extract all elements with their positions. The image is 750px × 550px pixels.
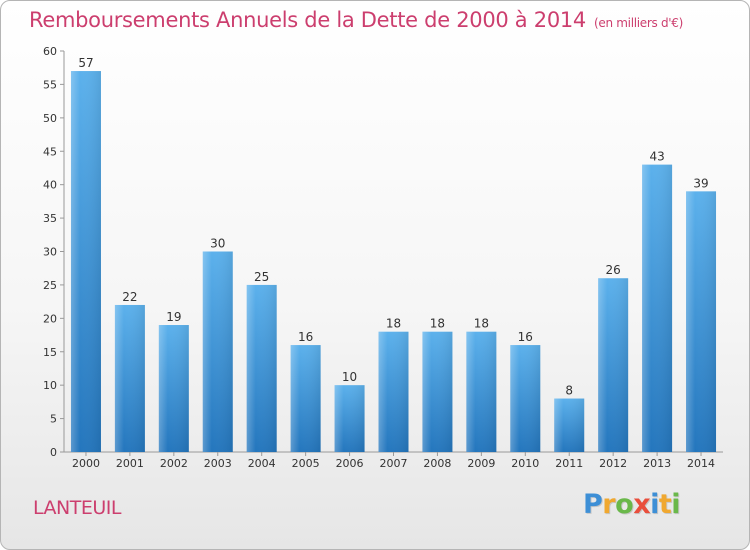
- commune-name: LANTEUIL: [33, 497, 121, 519]
- x-tick-label-2008: 2008: [423, 457, 451, 470]
- logo-letter: r: [602, 489, 616, 520]
- x-tick-label-2002: 2002: [160, 457, 188, 470]
- y-tick-label: 0: [50, 446, 57, 459]
- x-tick-label-2012: 2012: [599, 457, 627, 470]
- x-tick-label-2007: 2007: [380, 457, 408, 470]
- x-tick-label-2004: 2004: [248, 457, 276, 470]
- bar-shine-2001: [114, 304, 145, 452]
- value-label-2004: 25: [254, 270, 269, 284]
- value-labels: 57 22 19 30 25 16 10 18 18 18 16 8 26 43 39: [78, 56, 708, 397]
- y-tick-label: 5: [50, 413, 57, 426]
- chart-subtitle: (en milliers d'€): [594, 16, 684, 30]
- axes: 0 5 10 15 20 25 30 35 40 45 50 55 60 2000 2001 2002 2003…: [43, 45, 723, 470]
- proxiti-logo: Proxiti: [583, 489, 681, 520]
- value-label-2002: 19: [166, 310, 181, 324]
- value-label-2012: 26: [606, 263, 621, 277]
- y-tick-label: 45: [43, 145, 57, 158]
- logo-letter: P: [583, 489, 603, 520]
- y-tick-label: 35: [43, 212, 57, 225]
- value-label-2008: 18: [430, 317, 445, 331]
- x-tick-label-2000: 2000: [72, 457, 100, 470]
- value-label-2007: 18: [386, 317, 401, 331]
- bar-shine-2008: [422, 331, 453, 452]
- bar-shine-2011: [554, 398, 585, 452]
- y-tick-label: 25: [43, 279, 57, 292]
- logo-letter: i: [671, 489, 681, 520]
- bar-shine-2000: [70, 71, 101, 453]
- x-tick-label-2009: 2009: [467, 457, 495, 470]
- logo-letter: i: [650, 489, 659, 520]
- bar-shine-2009: [466, 331, 497, 452]
- value-label-2009: 18: [474, 317, 489, 331]
- bar-shine-2013: [642, 164, 673, 452]
- bar-shine-2004: [246, 284, 277, 452]
- bar-shine-2012: [598, 278, 629, 452]
- x-tick-label-2013: 2013: [643, 457, 671, 470]
- y-tick-label: 10: [43, 379, 57, 392]
- value-label-2003: 30: [210, 237, 225, 251]
- x-tick-label-2010: 2010: [511, 457, 539, 470]
- value-label-2001: 22: [122, 290, 137, 304]
- value-label-2010: 16: [518, 330, 533, 344]
- y-tick-label: 15: [43, 346, 57, 359]
- chart-title: Remboursements Annuels de la Dette de 20…: [29, 8, 683, 32]
- bar-shine-2003: [202, 251, 233, 452]
- value-label-2005: 16: [298, 330, 313, 344]
- bar-shine-2002: [158, 325, 189, 452]
- bar-shine-2007: [378, 331, 409, 452]
- x-tick-label-2001: 2001: [116, 457, 144, 470]
- x-tick-label-2014: 2014: [687, 457, 715, 470]
- x-tick-label-2005: 2005: [292, 457, 320, 470]
- x-tick-label-2011: 2011: [555, 457, 583, 470]
- bar-shine-2014: [686, 191, 717, 452]
- y-tick-label: 40: [43, 179, 57, 192]
- value-label-2013: 43: [649, 150, 664, 164]
- value-label-2014: 39: [693, 176, 708, 190]
- y-tick-label: 20: [43, 312, 57, 325]
- value-label-2000: 57: [78, 56, 93, 70]
- x-tick-label-2003: 2003: [204, 457, 232, 470]
- bar-shine-2006: [334, 385, 365, 452]
- logo-letter: o: [615, 489, 634, 520]
- title-text: Remboursements Annuels de la Dette de 20…: [29, 8, 586, 32]
- x-tick-label-2006: 2006: [336, 457, 364, 470]
- value-label-2006: 10: [342, 370, 357, 384]
- value-label-2011: 8: [565, 384, 573, 398]
- y-tick-label: 50: [43, 112, 57, 125]
- y-tick-label: 55: [43, 78, 57, 91]
- logo-letter: t: [658, 489, 672, 520]
- logo-letter: x: [633, 489, 651, 520]
- y-tick-label: 30: [43, 246, 57, 259]
- bar-shine-2005: [290, 345, 321, 452]
- bar-shine-2010: [510, 345, 541, 452]
- bars: [70, 71, 717, 453]
- y-tick-label: 60: [43, 45, 57, 58]
